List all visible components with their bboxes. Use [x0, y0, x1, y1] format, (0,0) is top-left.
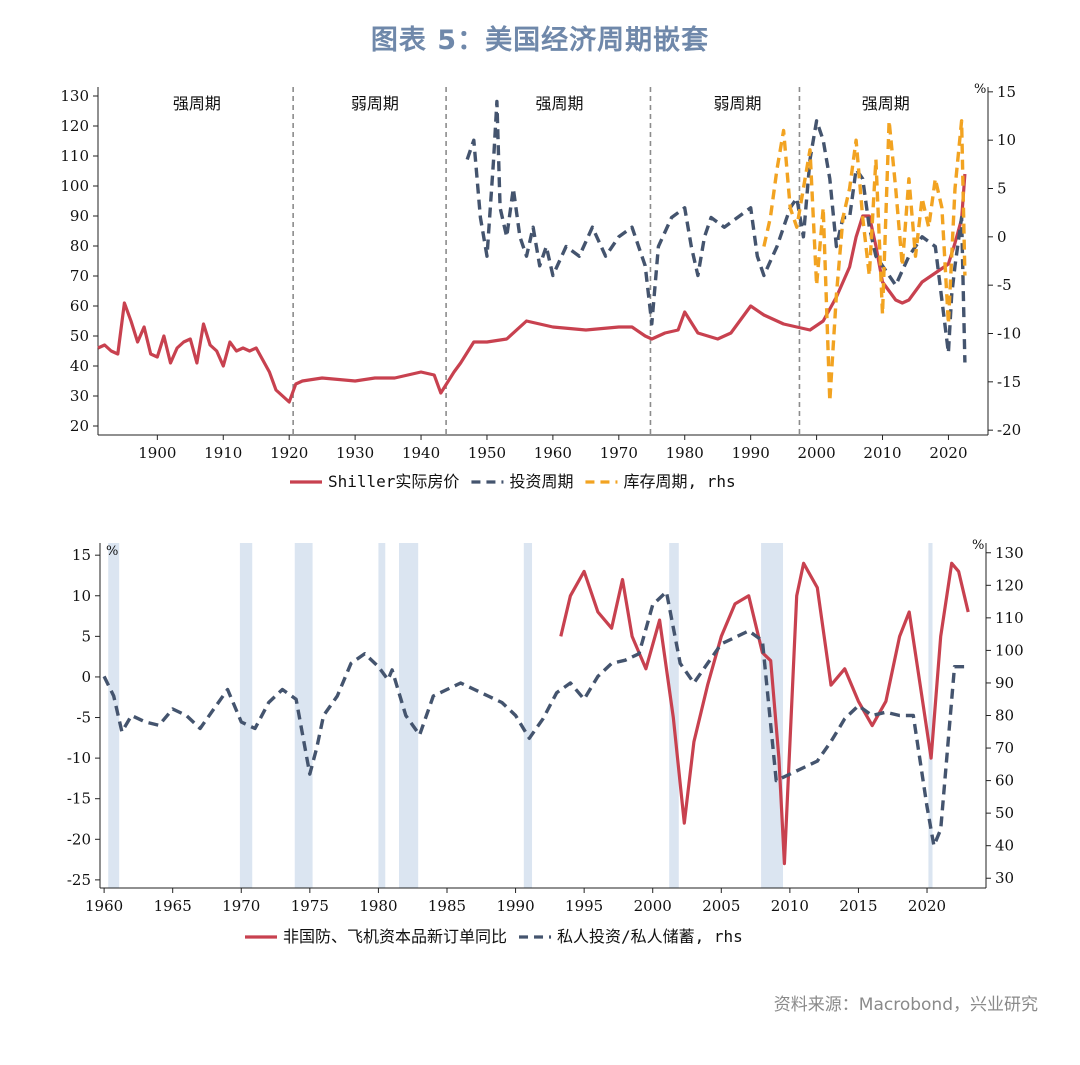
y-right-tick-label: 15 [997, 83, 1016, 101]
y-left-tick-label: 40 [70, 357, 89, 375]
series-line-0 [97, 173, 967, 404]
cycle-label: 弱周期 [351, 94, 399, 113]
y-right-tick-label: 110 [995, 609, 1024, 627]
y-left-tick-label: 130 [60, 87, 89, 105]
legend-label: 私人投资/私人储蓄, rhs [557, 927, 743, 946]
x-tick-label: 1950 [468, 444, 506, 462]
x-tick-label: 1990 [496, 897, 534, 915]
y-left-tick-label: 15 [72, 546, 91, 564]
y-right-tick-label: 120 [995, 576, 1024, 594]
recession-shade [523, 543, 533, 888]
legend: 非国防、飞机资本品新订单同比 私人投资/私人储蓄, rhs [245, 927, 743, 946]
y-left-tick-label: 60 [70, 297, 89, 315]
y-right-tick-label: -5 [997, 276, 1012, 294]
recession-shade [108, 543, 120, 888]
y-right-tick-label: 130 [995, 544, 1024, 562]
chart-top: 强周期 弱周期 强周期 弱周期 强周期 1900 1910 1920 1930 1940 1950 1… [60, 82, 1021, 491]
left-unit-label: % [106, 544, 118, 559]
x-tick-label: 1970 [222, 897, 260, 915]
legend-label: 投资周期 [509, 472, 573, 491]
x-tick-label: 1980 [666, 444, 704, 462]
y-right-tick-label: 30 [995, 869, 1014, 887]
right-unit-label: % [972, 538, 984, 553]
y-right-tick-label: -20 [997, 421, 1021, 439]
source-note: 资料来源：Macrobond，兴业研究 [773, 995, 1038, 1015]
y-left-tick-label: -10 [67, 749, 91, 767]
recession-shade [928, 543, 933, 888]
y-right-tick-label: 80 [995, 707, 1014, 725]
x-tick-label: 1930 [336, 444, 374, 462]
cycle-label: 强周期 [173, 94, 221, 113]
x-tick-label: 2010 [771, 897, 809, 915]
y-left-tick-label: -15 [67, 790, 91, 808]
series-line-2 [762, 119, 967, 403]
y-right-tick-label: 100 [995, 641, 1024, 659]
y-left-tick-label: -25 [67, 871, 91, 889]
cycle-label: 强周期 [535, 94, 583, 113]
figure-title: 图表 5：美国经济周期嵌套 [370, 25, 710, 56]
x-tick-label: 2000 [797, 444, 835, 462]
x-tick-label: 1995 [565, 897, 603, 915]
y-left-tick-label: 20 [70, 417, 89, 435]
right-unit-label: % [974, 82, 986, 97]
y-left-tick-label: 90 [70, 207, 89, 225]
y-left-tick-label: 10 [72, 587, 91, 605]
y-left-tick-label: -5 [76, 709, 91, 727]
legend-label: 库存周期, rhs [623, 472, 735, 491]
x-tick-label: 1970 [600, 444, 638, 462]
legend: Shiller实际房价 投资周期 库存周期, rhs [290, 472, 736, 491]
recession-shade [761, 543, 784, 888]
y-left-tick-label: 0 [81, 668, 91, 686]
x-tick-label: 2020 [908, 897, 946, 915]
y-right-tick-label: 90 [995, 674, 1014, 692]
x-tick-label: 1900 [138, 444, 176, 462]
recession-shade [239, 543, 253, 888]
cycle-label: 强周期 [862, 94, 910, 113]
x-tick-label: 2010 [863, 444, 901, 462]
x-tick-label: 2020 [929, 444, 967, 462]
y-right-tick-label: 70 [995, 739, 1014, 757]
y-right-tick-label: 40 [995, 837, 1014, 855]
y-right-tick-label: -15 [997, 373, 1021, 391]
legend-label: Shiller实际房价 [328, 472, 459, 491]
x-tick-label: 1980 [359, 897, 397, 915]
y-right-tick-label: 60 [995, 772, 1014, 790]
x-tick-label: 1990 [732, 444, 770, 462]
y-right-tick-label: -10 [997, 325, 1021, 343]
x-tick-label: 1960 [85, 897, 123, 915]
x-tick-label: 2015 [839, 897, 877, 915]
recession-shade [294, 543, 313, 888]
x-tick-label: 1985 [428, 897, 466, 915]
y-left-tick-label: 70 [70, 267, 89, 285]
y-right-tick-label: 10 [997, 131, 1016, 149]
y-right-tick-label: 50 [995, 804, 1014, 822]
x-tick-label: 1960 [534, 444, 572, 462]
y-left-tick-label: 120 [60, 117, 89, 135]
x-tick-label: 1965 [154, 897, 192, 915]
x-tick-label: 2005 [702, 897, 740, 915]
series-line-1 [102, 590, 965, 848]
x-tick-label: 1975 [291, 897, 329, 915]
y-left-tick-label: 30 [70, 387, 89, 405]
x-tick-label: 2000 [634, 897, 672, 915]
y-left-tick-label: 100 [60, 177, 89, 195]
y-right-tick-label: 5 [997, 180, 1007, 198]
y-right-tick-label: 0 [997, 228, 1007, 246]
y-left-tick-label: 50 [70, 327, 89, 345]
x-tick-label: 1910 [204, 444, 242, 462]
series-line-0 [559, 561, 970, 866]
y-left-tick-label: 5 [81, 627, 91, 645]
y-left-tick-label: -20 [67, 830, 91, 848]
x-tick-label: 1940 [402, 444, 440, 462]
legend-label: 非国防、飞机资本品新订单同比 [283, 927, 507, 946]
y-left-tick-label: 80 [70, 237, 89, 255]
y-left-tick-label: 110 [60, 147, 89, 165]
recession-shade [398, 543, 419, 888]
recession-shade [378, 543, 386, 888]
x-tick-label: 1920 [270, 444, 308, 462]
cycle-label: 弱周期 [713, 94, 761, 113]
